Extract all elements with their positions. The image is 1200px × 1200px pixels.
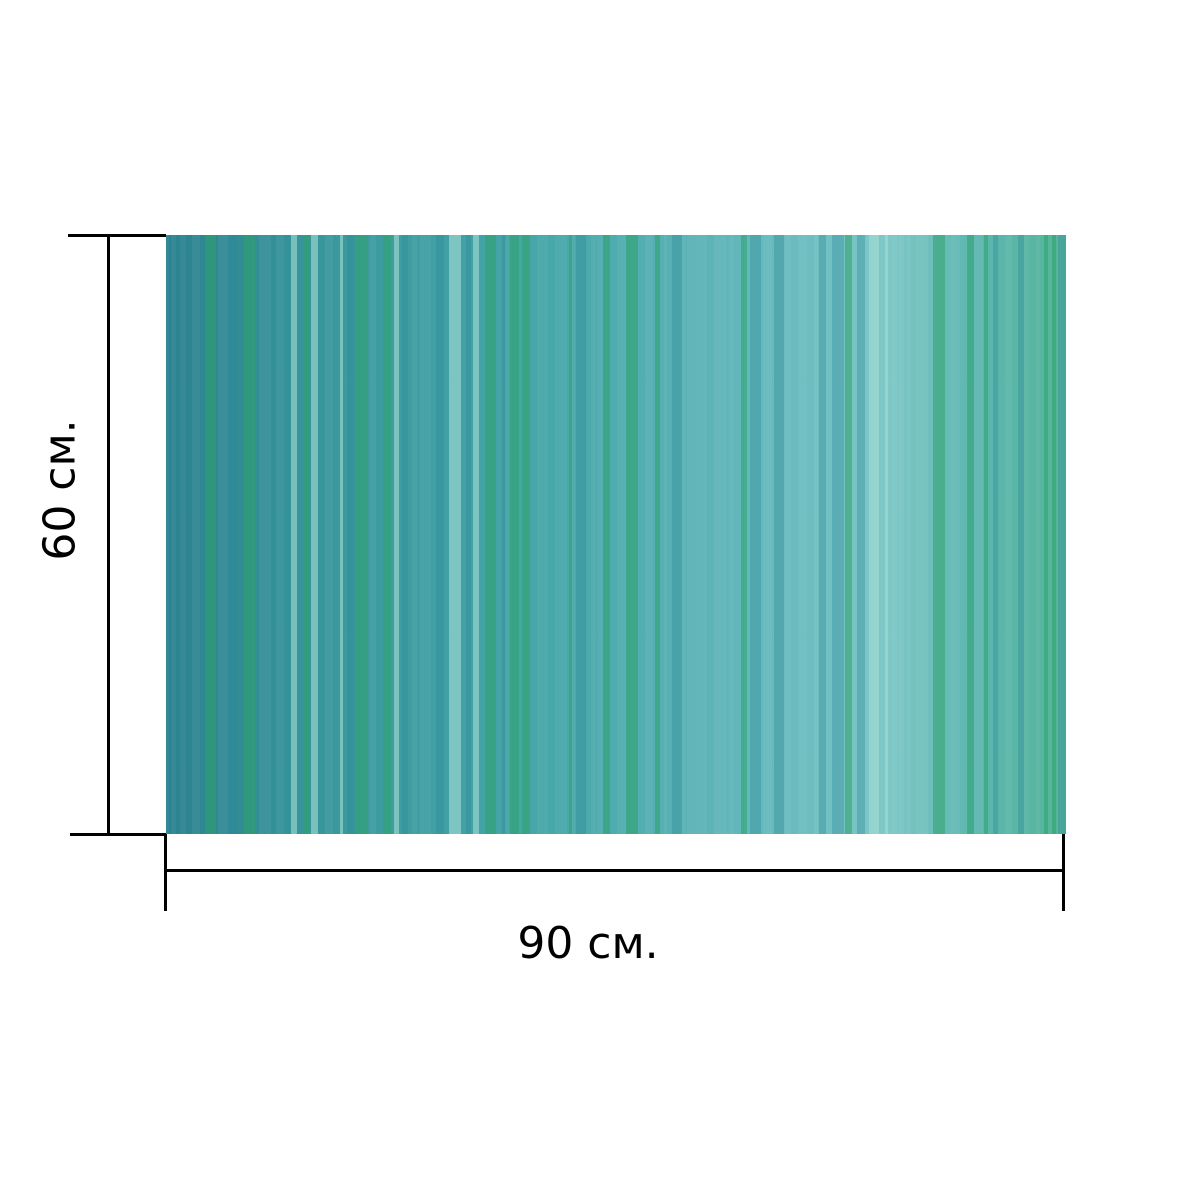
stripe bbox=[192, 235, 200, 834]
stripe bbox=[402, 235, 408, 834]
stripe bbox=[228, 235, 237, 834]
stripe bbox=[311, 235, 318, 834]
stripe bbox=[603, 235, 610, 834]
stripe bbox=[218, 235, 228, 834]
stripe bbox=[510, 235, 519, 834]
stripe bbox=[933, 235, 945, 834]
stripe bbox=[485, 235, 496, 834]
stripe bbox=[885, 235, 888, 834]
stripe bbox=[291, 235, 297, 834]
stripe bbox=[591, 235, 596, 834]
width-right-tick bbox=[1062, 834, 1065, 911]
stripe bbox=[420, 235, 431, 834]
stripe bbox=[682, 235, 686, 834]
stripe bbox=[845, 235, 852, 834]
stripe bbox=[899, 235, 904, 834]
width-left-tick bbox=[164, 834, 167, 911]
stripe bbox=[412, 235, 417, 834]
stripe bbox=[394, 235, 399, 834]
stripe bbox=[687, 235, 696, 834]
stripe bbox=[892, 235, 897, 834]
stripe bbox=[774, 235, 784, 834]
stripe bbox=[857, 235, 865, 834]
stripe bbox=[832, 235, 844, 834]
stripe bbox=[655, 235, 660, 834]
stripe bbox=[506, 235, 509, 834]
stripe bbox=[974, 235, 983, 834]
stripe bbox=[970, 235, 974, 834]
stripe bbox=[869, 235, 879, 834]
stripe bbox=[555, 235, 567, 834]
striped-product-image bbox=[166, 235, 1066, 834]
stripe bbox=[171, 235, 176, 834]
stripe bbox=[569, 235, 572, 834]
stripe bbox=[819, 235, 826, 834]
stripe bbox=[672, 235, 682, 834]
height-bottom-tick bbox=[70, 833, 166, 836]
stripe bbox=[617, 235, 626, 834]
stripe bbox=[1024, 235, 1029, 834]
stripe bbox=[347, 235, 355, 834]
stripe bbox=[626, 235, 638, 834]
stripe bbox=[714, 235, 726, 834]
stripe bbox=[664, 235, 667, 834]
stripe bbox=[967, 235, 970, 834]
stripe bbox=[763, 235, 772, 834]
stripe bbox=[205, 235, 216, 834]
stripe bbox=[1018, 235, 1024, 834]
stripe bbox=[1058, 235, 1066, 834]
stripe bbox=[356, 235, 368, 834]
stripe bbox=[449, 235, 461, 834]
stripe bbox=[1036, 235, 1040, 834]
stripe bbox=[916, 235, 928, 834]
height-label: 60 см. bbox=[34, 419, 86, 561]
stripe bbox=[325, 235, 333, 834]
stripe bbox=[951, 235, 960, 834]
stripe bbox=[303, 235, 309, 834]
height-top-tick bbox=[68, 234, 166, 237]
stripe bbox=[798, 235, 807, 834]
width-dimension-line bbox=[165, 869, 1065, 872]
stripe bbox=[166, 235, 169, 834]
stripe bbox=[1052, 235, 1056, 834]
stripe bbox=[1044, 235, 1048, 834]
stripe bbox=[729, 235, 734, 834]
stripe bbox=[259, 235, 271, 834]
stripe bbox=[522, 235, 530, 834]
stripe bbox=[993, 235, 998, 834]
stripe bbox=[750, 235, 761, 834]
stripe bbox=[907, 235, 910, 834]
stripe bbox=[814, 235, 818, 834]
stripe bbox=[696, 235, 707, 834]
stripe bbox=[436, 235, 444, 834]
stripe bbox=[244, 235, 255, 834]
stripe bbox=[340, 235, 343, 834]
stripe bbox=[785, 235, 791, 834]
stripe bbox=[180, 235, 186, 834]
stripe bbox=[1005, 235, 1012, 834]
stripe bbox=[741, 235, 747, 834]
height-dimension-line bbox=[107, 235, 110, 835]
stripe bbox=[572, 235, 575, 834]
stripe bbox=[984, 235, 988, 834]
width-label: 90 см. bbox=[517, 918, 659, 969]
stripe bbox=[537, 235, 548, 834]
stripe bbox=[645, 235, 653, 834]
stripe bbox=[383, 235, 391, 834]
stripe bbox=[597, 235, 603, 834]
stripe bbox=[276, 235, 284, 834]
stripe bbox=[576, 235, 586, 834]
stripe bbox=[370, 235, 376, 834]
stripe bbox=[466, 235, 471, 834]
stripe bbox=[473, 235, 479, 834]
stripe bbox=[502, 235, 505, 834]
